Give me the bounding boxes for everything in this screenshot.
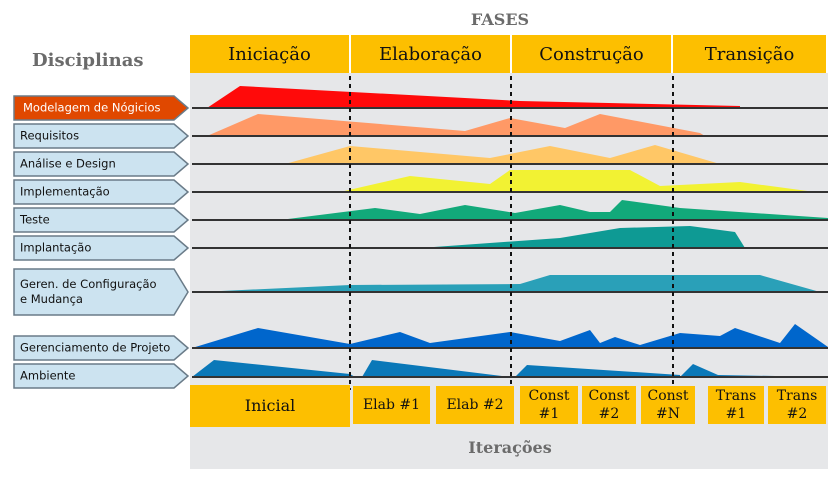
arrow-box-icon: [13, 268, 189, 316]
workload-curve: [280, 200, 828, 220]
discipline-6[interactable]: Geren. de Configuração e Mudança: [13, 268, 189, 316]
workload-curve: [420, 226, 745, 248]
iteration-label: #1: [725, 406, 747, 422]
arrow-box-icon: [13, 123, 190, 149]
phase-transicao: Transição: [673, 35, 826, 73]
workload-curve: [362, 360, 510, 377]
workload-curve: [515, 365, 680, 377]
iteration-elab-1: Elab #1: [353, 386, 430, 424]
arrow-box-icon: [13, 179, 190, 205]
iteration-label: #2: [598, 406, 620, 422]
discipline-label: Modelagem de Nógicios: [23, 101, 161, 116]
discipline-label: Teste: [20, 213, 50, 228]
discipline-8[interactable]: Ambiente: [13, 363, 190, 389]
discipline-4[interactable]: Teste: [13, 207, 190, 233]
discipline-5[interactable]: Implantação: [13, 235, 190, 261]
iteration-label: Const: [588, 388, 630, 404]
iteration-elab-2: Elab #2: [436, 386, 514, 424]
iteration-const-1: Const #1: [520, 386, 578, 424]
discipline-label: Análise e Design: [20, 157, 116, 172]
discipline-label-text: Geren. de Configuração: [20, 277, 157, 291]
discipline-2[interactable]: Análise e Design: [13, 151, 190, 177]
discipline-label: Geren. de Configuração e Mudança: [20, 277, 157, 307]
iteration-trans-2: Trans #2: [768, 386, 826, 424]
iteration-label: #1: [538, 406, 560, 422]
discipline-label-text: Implantação: [20, 240, 92, 255]
discipline-1[interactable]: Requisitos: [13, 123, 190, 149]
iteration-const-n: Const #N: [641, 386, 695, 424]
phase-construcao: Construção: [512, 35, 671, 73]
discipline-label-text: Requisitos: [20, 128, 80, 143]
discipline-7[interactable]: Gerenciamento de Projeto: [13, 335, 190, 361]
arrow-box-icon: [13, 95, 190, 121]
discipline-label: Implantação: [20, 241, 91, 256]
discipline-label: Ambiente: [20, 369, 76, 384]
discipline-3[interactable]: Implementação: [13, 179, 190, 205]
workload-curve: [207, 86, 740, 108]
arrow-box-icon: [13, 363, 190, 389]
workload-curve: [680, 364, 828, 377]
discipline-label: Gerenciamento de Projeto: [20, 341, 170, 356]
discipline-label-text: Análise e Design: [20, 156, 116, 171]
iteration-label: Elab #2: [446, 397, 504, 413]
discipline-label-text: Modelagem de Nógicios: [23, 100, 161, 115]
iteration-label: #2: [786, 406, 808, 422]
discipline-label-text: Ambiente: [20, 368, 76, 383]
workload-curve: [192, 360, 355, 377]
discipline-label-text: e Mudança: [20, 292, 83, 306]
iteration-label: Trans: [715, 388, 757, 404]
arrow-box-icon: [13, 335, 190, 361]
discipline-label: Implementação: [20, 185, 110, 200]
workload-curve: [207, 114, 705, 136]
iteration-label: Elab #1: [362, 397, 421, 413]
arrow-box-icon: [13, 235, 190, 261]
discipline-label: Requisitos: [20, 129, 79, 144]
disciplines-title: Disciplinas: [32, 50, 144, 71]
iteration-label: Const: [528, 388, 570, 404]
discipline-0[interactable]: Modelagem de Nógicios: [13, 95, 190, 121]
workload-curve: [340, 170, 815, 192]
iteration-inicial: Inicial: [190, 385, 350, 427]
iteration-label: Const: [647, 388, 689, 404]
workload-curve: [200, 275, 820, 292]
iteration-label: Trans: [776, 388, 818, 404]
workload-curve: [285, 145, 720, 164]
phase-elaboracao: Elaboração: [351, 35, 510, 73]
discipline-label-text: Implementação: [20, 184, 110, 199]
arrow-box-icon: [13, 207, 190, 233]
iteration-const-2: Const #2: [582, 386, 636, 424]
phase-iniciacao: Iniciação: [190, 35, 349, 73]
iteration-trans-1: Trans #1: [708, 386, 764, 424]
iterations-title: Iterações: [468, 438, 552, 457]
discipline-label-text: Teste: [20, 212, 50, 227]
discipline-label-text: Gerenciamento de Projeto: [20, 340, 171, 355]
iteration-label: Inicial: [244, 396, 296, 415]
arrow-box-icon: [13, 151, 190, 177]
iteration-label: #N: [656, 406, 680, 422]
phases-title: FASES: [470, 10, 530, 29]
